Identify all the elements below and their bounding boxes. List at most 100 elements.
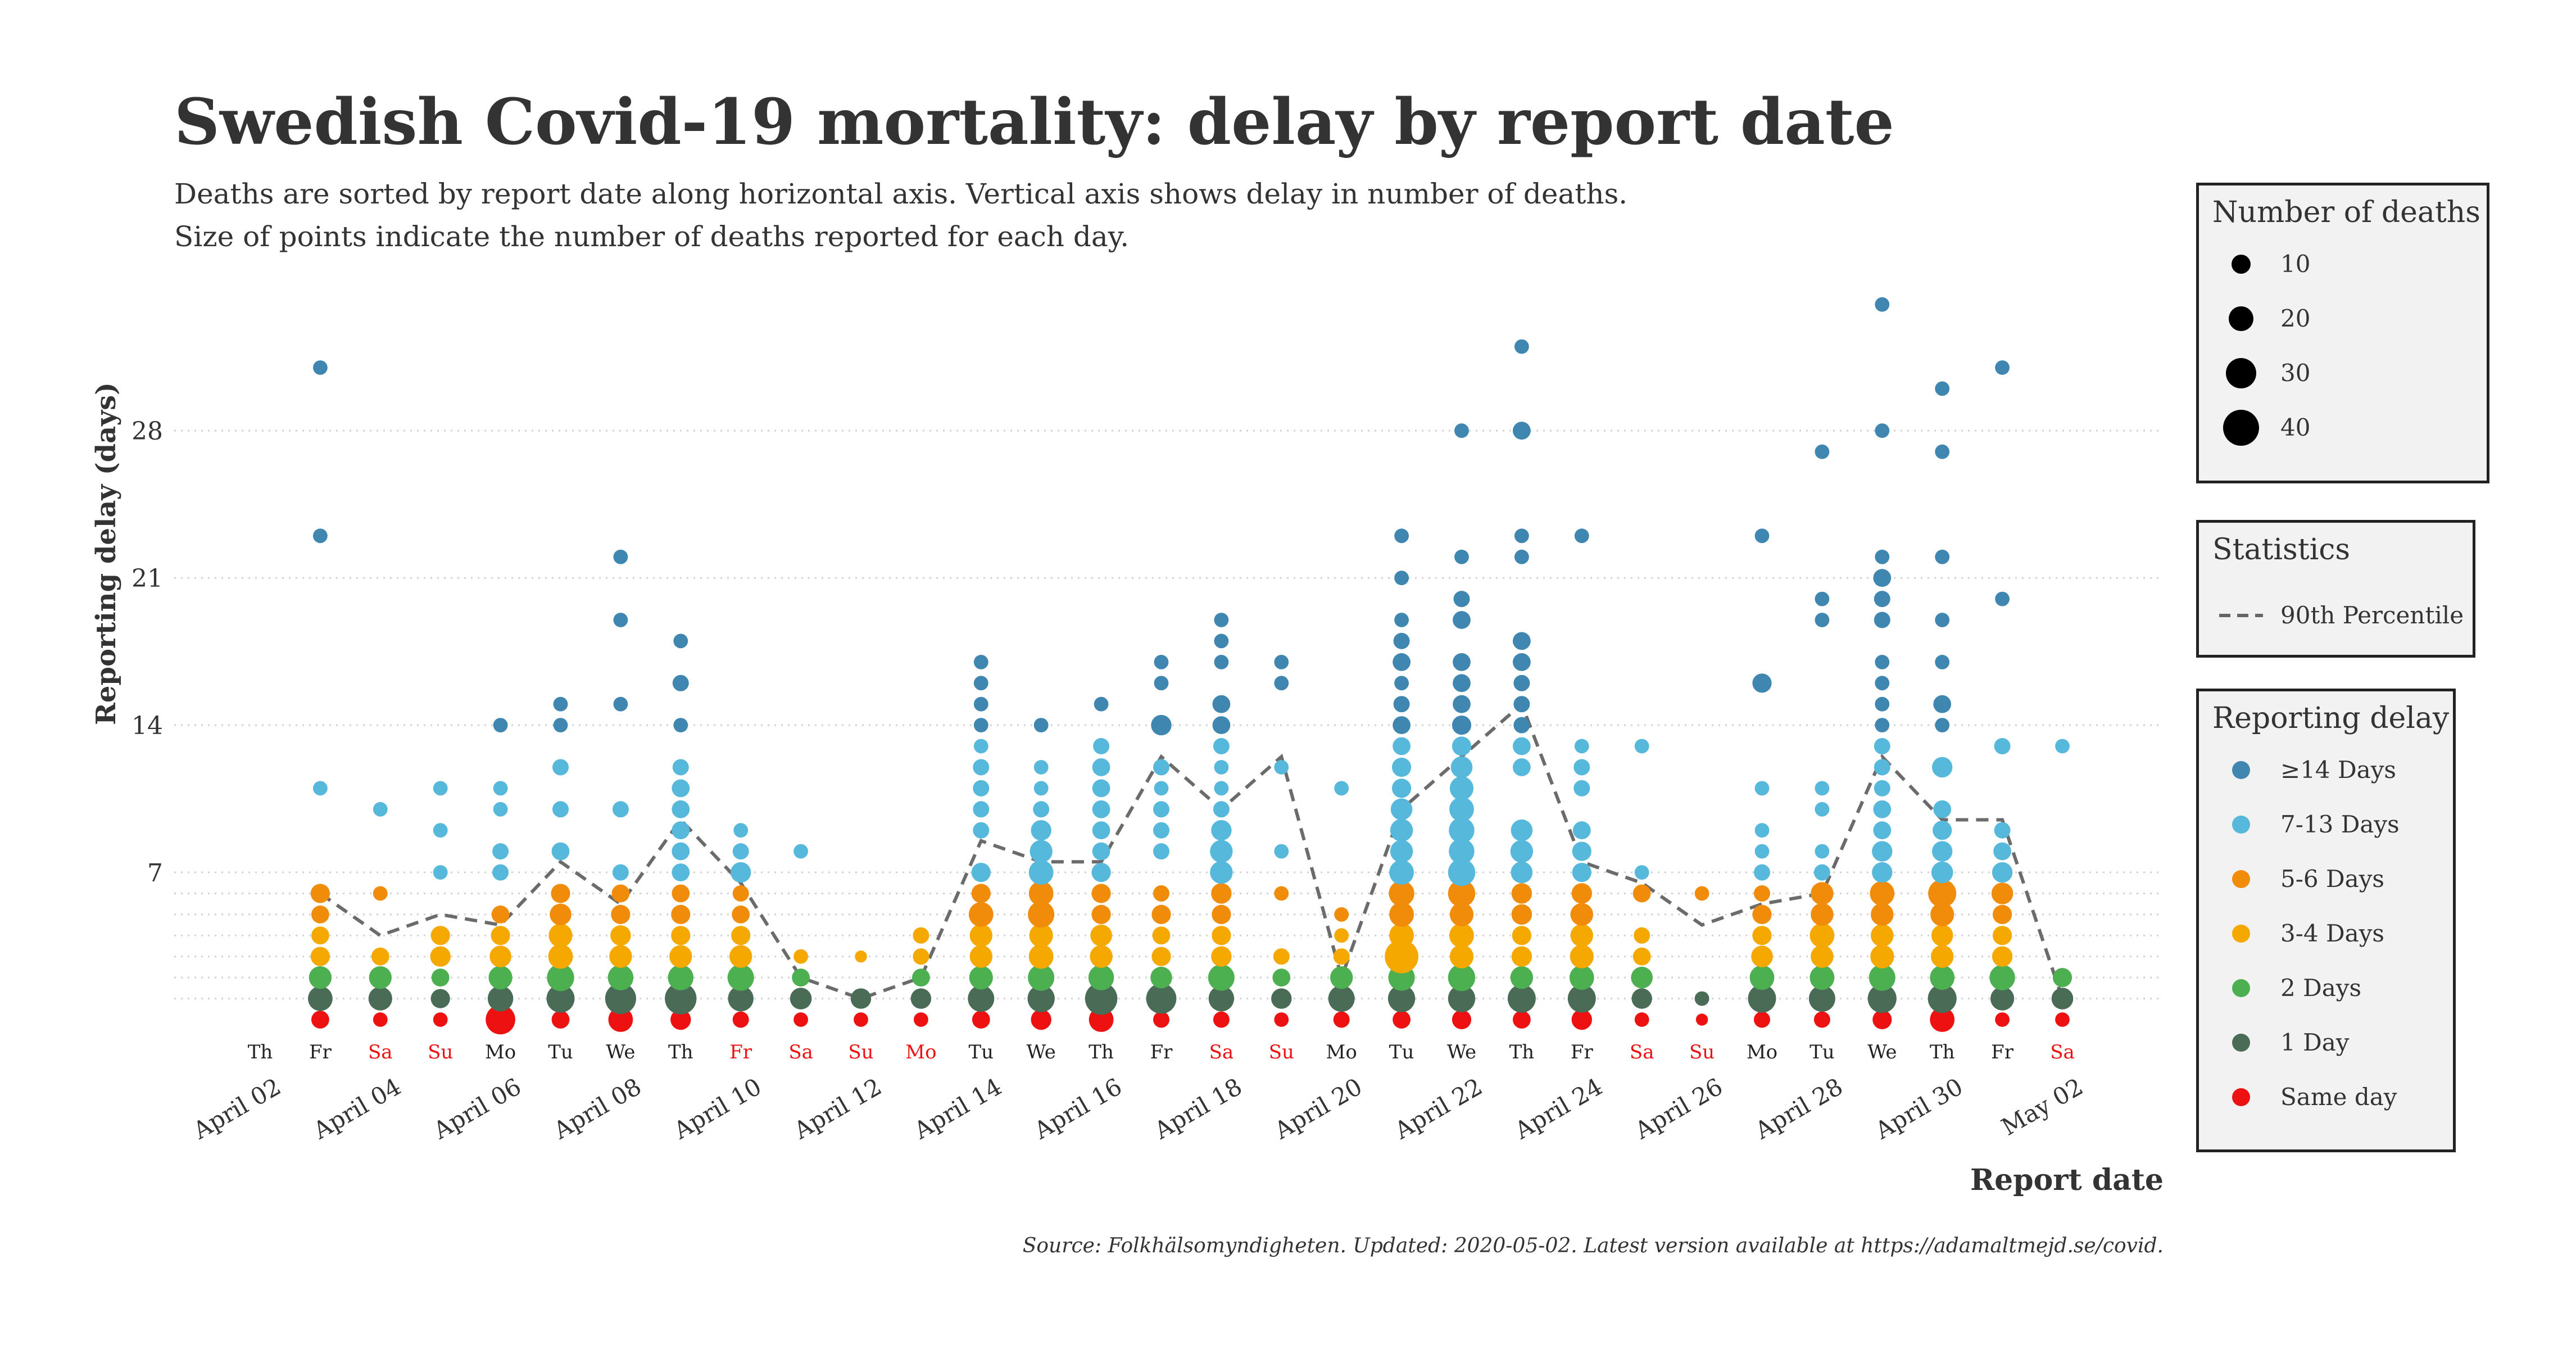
delay-legend-label: 1 Day xyxy=(2280,1029,2350,1056)
weekday-label: Tu xyxy=(1389,1041,1414,1063)
data-point xyxy=(552,801,569,818)
delay-legend-key xyxy=(2216,854,2266,904)
data-point xyxy=(1513,632,1531,650)
data-point xyxy=(1754,528,1770,544)
percentile-layer xyxy=(319,701,2064,1001)
data-point xyxy=(1150,966,1172,989)
data-point xyxy=(1873,800,1892,818)
delay-color-dot xyxy=(2232,761,2250,779)
weekday-label: Fr xyxy=(1991,1041,2014,1063)
data-point xyxy=(1154,781,1169,796)
data-point xyxy=(373,886,388,901)
data-point xyxy=(1453,653,1471,671)
date-tick-label: April 16 xyxy=(1029,1072,1126,1144)
data-point xyxy=(1152,926,1171,945)
data-point xyxy=(433,823,448,838)
data-point xyxy=(1570,924,1593,947)
data-point xyxy=(671,926,691,945)
data-point xyxy=(1989,965,2015,990)
data-point xyxy=(1631,966,1653,989)
data-point xyxy=(1572,841,1591,861)
data-point xyxy=(1028,944,1054,969)
data-point xyxy=(1389,880,1414,907)
data-point xyxy=(1452,736,1472,756)
data-point xyxy=(732,906,750,924)
size-legend-key xyxy=(2216,293,2266,344)
data-point xyxy=(672,674,689,691)
data-point xyxy=(968,902,994,927)
data-point xyxy=(368,986,392,1011)
data-point xyxy=(310,947,330,966)
data-point xyxy=(1214,781,1229,796)
data-point xyxy=(1990,986,2015,1011)
data-point xyxy=(1511,861,1533,884)
data-point xyxy=(430,926,450,945)
size-dot-40 xyxy=(2223,410,2259,446)
data-point xyxy=(1513,696,1530,713)
data-point xyxy=(311,1011,329,1029)
weekday-label: Mo xyxy=(1326,1041,1357,1063)
data-point xyxy=(1815,844,1830,859)
caption: Source: Folkhälsomyndigheten. Updated: 2… xyxy=(1023,1234,2164,1257)
data-point xyxy=(1453,591,1470,608)
data-point xyxy=(1512,926,1531,945)
data-point xyxy=(1935,718,1950,732)
data-point xyxy=(1390,840,1413,863)
data-point xyxy=(672,821,690,840)
data-point xyxy=(1210,840,1233,863)
data-point xyxy=(1573,759,1590,776)
data-point xyxy=(1328,985,1355,1012)
data-point xyxy=(1932,841,1953,862)
delay-legend-label: 2 Days xyxy=(2280,974,2362,1002)
data-point xyxy=(1273,948,1290,965)
data-point xyxy=(1930,902,1954,926)
data-point xyxy=(1809,965,1835,990)
delay-color-dot xyxy=(2232,870,2250,888)
data-point xyxy=(1572,821,1591,840)
statistics-legend-item: 90th Percentile xyxy=(2199,590,2473,641)
data-point xyxy=(430,946,451,967)
data-point xyxy=(1211,946,1232,967)
data-point xyxy=(1274,655,1289,669)
delay-legend-item: ≥14 Days xyxy=(2199,745,2453,795)
data-point xyxy=(1334,928,1349,943)
data-point xyxy=(1874,780,1890,796)
weekday-label: Su xyxy=(848,1041,873,1063)
data-point xyxy=(1874,738,1890,754)
data-point xyxy=(613,549,628,564)
data-point xyxy=(1513,653,1531,671)
data-point xyxy=(1513,422,1531,440)
data-point xyxy=(486,1004,515,1035)
data-point xyxy=(1390,798,1413,821)
data-point xyxy=(1028,881,1054,906)
data-point xyxy=(1393,737,1411,755)
weekday-label: Sa xyxy=(2050,1041,2075,1063)
dashed-line-icon xyxy=(2219,614,2263,617)
weekday-label: Fr xyxy=(1150,1041,1173,1063)
date-tick-label: May 02 xyxy=(1997,1072,2088,1141)
data-point xyxy=(553,718,568,732)
size-legend-item: 10 xyxy=(2199,239,2487,289)
reporting-delay-legend: Reporting delay ≥14 Days 7-13 Days 5-6 D… xyxy=(2196,689,2456,1152)
data-point xyxy=(493,718,508,732)
data-point xyxy=(1271,988,1292,1009)
data-point xyxy=(1694,886,1709,901)
delay-color-dot xyxy=(2232,816,2250,834)
data-point xyxy=(672,863,690,881)
data-point xyxy=(968,985,995,1012)
data-point xyxy=(548,924,573,948)
data-point xyxy=(1811,945,1834,968)
data-point xyxy=(1511,819,1533,841)
data-point xyxy=(1815,591,1830,606)
delay-legend-label: ≥14 Days xyxy=(2280,756,2396,784)
data-point xyxy=(1751,945,1773,967)
data-point xyxy=(1211,883,1232,904)
data-point xyxy=(313,528,328,544)
y-axis-label: Reporting delay (days) xyxy=(90,382,122,725)
data-point xyxy=(1994,822,2011,839)
data-point xyxy=(491,926,510,945)
data-point xyxy=(1868,964,1895,991)
data-point xyxy=(1695,1013,1708,1026)
data-point xyxy=(670,1009,691,1030)
data-point xyxy=(1214,633,1229,649)
